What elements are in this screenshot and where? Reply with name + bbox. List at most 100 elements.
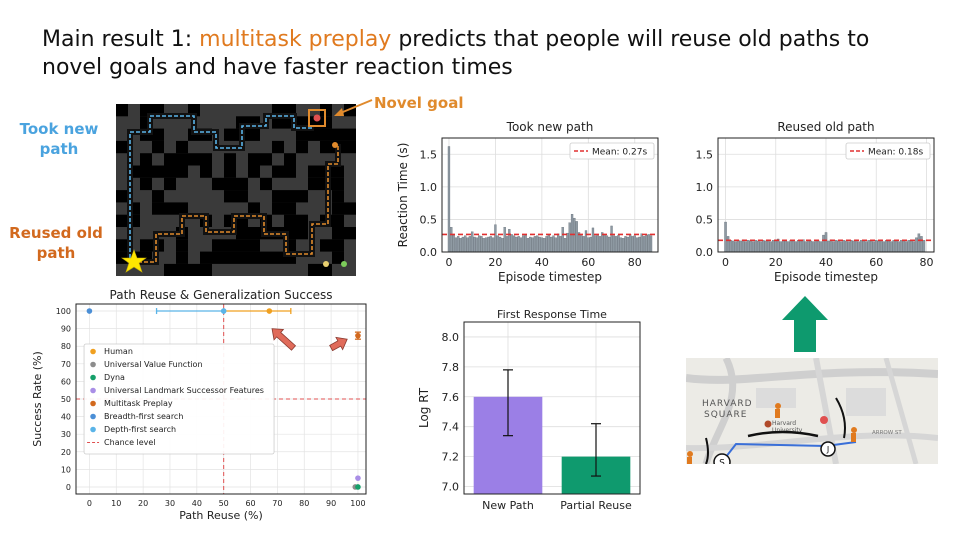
rt-bar [741, 239, 745, 253]
rt-bar [837, 240, 840, 253]
maze-wall-block [344, 202, 356, 215]
maze-wall-block [224, 239, 236, 252]
maze-wall-block [272, 165, 284, 178]
y-tick-label: 0.5 [420, 213, 438, 226]
x-tick-label: 50 [219, 499, 229, 508]
rt-bar [892, 240, 896, 253]
rt-bar [601, 232, 604, 253]
y-tick-label: 60 [61, 377, 71, 386]
maze-wall-block [224, 153, 236, 166]
maze-wall-block [248, 153, 260, 166]
map-marker-s-label: S [719, 459, 725, 465]
maze-wall-block [248, 202, 260, 215]
rt-bar [754, 240, 757, 253]
scatter-point [86, 308, 93, 314]
rt-bar [563, 238, 567, 253]
rt-bar [577, 232, 581, 253]
x-tick-label: 90 [326, 499, 336, 508]
rt-bar [875, 240, 878, 253]
x-axis-label: Episode timestep [498, 270, 602, 284]
rt-bar [834, 240, 838, 253]
maze-wall-block [284, 190, 296, 203]
rt-bar [731, 240, 735, 253]
maze-wall-block [284, 214, 296, 227]
rt-bar [482, 238, 485, 253]
maze-wall-block [116, 239, 128, 252]
maze-wall-block [344, 128, 356, 141]
legend-label: Mean: 0.18s [868, 148, 923, 158]
legend-label: Universal Value Function [104, 360, 202, 369]
rt-bar [812, 241, 815, 253]
maze-wall-block [296, 214, 308, 227]
maze-wall-block [176, 239, 188, 252]
rt-bar [842, 240, 845, 253]
maze-wall-block [260, 177, 272, 191]
label-old-line1: Reused old [9, 224, 103, 242]
maze-wall-block [272, 190, 284, 203]
maze-wall-block [272, 116, 284, 129]
map-text-univ-2: University [772, 427, 803, 434]
rt-bar [862, 240, 865, 253]
old-goal-dot [332, 142, 338, 148]
rt-bar [494, 224, 497, 253]
rt-bar [466, 237, 469, 253]
x-tick-label: 30 [165, 499, 175, 508]
rt-bar [594, 235, 597, 253]
rt-bar [545, 236, 548, 253]
y-tick-label: 50 [61, 395, 71, 404]
maze-wall-block [332, 227, 344, 240]
rt-bar [839, 241, 843, 253]
label-reused-old-path: Reused old path [6, 223, 106, 263]
legend-box [569, 142, 655, 160]
rt-bar [605, 235, 609, 253]
maze-wall-block [176, 140, 188, 154]
maze-wall-block [260, 251, 272, 264]
maze-wall-block [236, 227, 248, 240]
rt-bar [640, 233, 643, 253]
x-tick-label: 40 [535, 256, 549, 269]
maze-wall-block [344, 227, 356, 240]
maze-wall-block [236, 239, 248, 252]
rt-bar [857, 241, 860, 253]
maze-wall-block [140, 177, 152, 191]
x-tick-label: 40 [819, 256, 833, 269]
y-axis-label: Log RT [417, 387, 431, 428]
rt-bar [452, 234, 455, 253]
legend-label: Dyna [104, 373, 125, 382]
rt-bar [769, 241, 772, 253]
novel-goal-box [308, 109, 326, 127]
rt-bar [522, 235, 525, 253]
maze-wall-block [296, 140, 308, 154]
maze-wall-block [212, 177, 224, 191]
rt-bar [633, 235, 636, 253]
rt-bar [819, 241, 823, 253]
rt-bar [543, 238, 546, 253]
rt-bar [552, 235, 555, 253]
maze-dot-yellow [323, 261, 329, 267]
rt-bar [591, 227, 595, 253]
rt-bar [461, 236, 465, 253]
rt-bar [867, 240, 870, 253]
rt-bar [464, 235, 467, 253]
rt-bar [471, 231, 474, 253]
legend-label: Human [104, 347, 133, 356]
maze-wall-block [308, 263, 320, 276]
y-tick-label: 8.0 [442, 331, 460, 344]
rt-bar [922, 240, 926, 253]
rt-bar [756, 240, 760, 253]
maze-wall-block [332, 165, 344, 178]
x-tick-label: 40 [192, 499, 202, 508]
title-highlight: multitask preplay [199, 27, 392, 52]
map-brace-left [705, 437, 709, 464]
legend-label: Depth-first search [104, 425, 176, 434]
rt-bar [784, 240, 788, 253]
maze-wall-block [272, 202, 284, 215]
x-tick-label: 100 [350, 499, 365, 508]
y-tick-label: 70 [61, 360, 71, 369]
x-tick-label: 10 [111, 499, 121, 508]
rt-bar [517, 236, 520, 253]
maze-wall-block [152, 140, 164, 154]
maze-wall-block [308, 128, 320, 141]
rt-bar [568, 222, 571, 253]
maze-wall-block [152, 128, 164, 141]
